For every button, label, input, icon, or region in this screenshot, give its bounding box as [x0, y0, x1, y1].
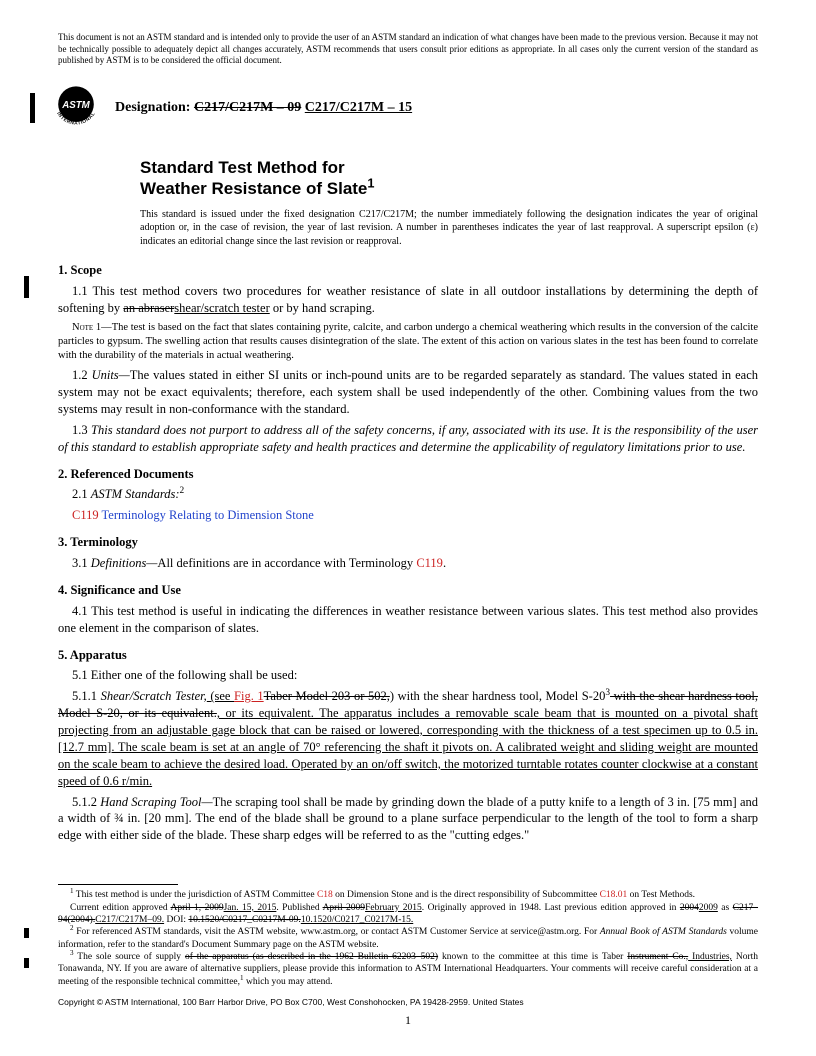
p3-1-link[interactable]: C119	[416, 556, 443, 570]
fn1d-d: as	[718, 903, 733, 913]
p3-1-b: .	[443, 556, 446, 570]
fn1d-old5: 10.1520/C0217_C0217M-09.	[188, 915, 300, 925]
revision-bar-header	[30, 93, 35, 123]
p512-label: 5.1.2	[72, 795, 100, 809]
footnote-2: 2 For referenced ASTM standards, visit t…	[58, 926, 758, 951]
fn1d-new4: C217/C217M–09.	[95, 915, 164, 925]
copyright-line: Copyright © ASTM International, 100 Barr…	[58, 997, 524, 1008]
revision-bar-side-3	[24, 958, 29, 968]
para-5-1: 5.1 Either one of the following shall be…	[58, 667, 758, 684]
p2-1-sup: 2	[180, 486, 185, 496]
disclaimer-text: This document is not an ASTM standard an…	[58, 32, 758, 67]
title-sup: 1	[367, 176, 374, 191]
title-line-2: Weather Resistance of Slate	[140, 179, 367, 198]
fn1d-new5: 10.1520/C0217_C0217M-15.	[301, 915, 413, 925]
p1-2-ital: Units—	[92, 368, 130, 382]
title-line-1: Standard Test Method for	[140, 158, 345, 177]
p511-label: 5.1.1	[72, 689, 101, 703]
section-2-head: 2. Referenced Documents	[58, 466, 758, 483]
ref-c119: C119 Terminology Relating to Dimension S…	[72, 507, 758, 524]
note-1-label: Note 1—	[72, 322, 112, 333]
p511-ital: Shear/Scratch Tester,	[101, 689, 207, 703]
fn1-a: This test method is under the jurisdicti…	[74, 890, 317, 900]
p511-mid1: ) with the shear hardness tool, Model S-…	[390, 689, 606, 703]
section-1-head: 1. Scope	[58, 262, 758, 279]
fn1d-e: DOI:	[164, 915, 188, 925]
p3-1-a: All definitions are in accordance with T…	[157, 556, 416, 570]
footnote-rule	[58, 884, 178, 885]
fn1d-new2: February 2015	[365, 903, 422, 913]
p512-ital: Hand Scraping Tool—	[100, 795, 212, 809]
fn1-c1801-link[interactable]: C18.01	[600, 890, 628, 900]
para-1-1: 1.1 This test method covers two procedur…	[58, 283, 758, 317]
page-number: 1	[0, 1012, 816, 1028]
svg-text:ASTM: ASTM	[61, 100, 90, 111]
fn2-ital: Annual Book of ASTM Standards	[600, 927, 727, 937]
p2-1-label: 2.1	[72, 487, 91, 501]
p1-1-new: shear/scratch tester	[174, 301, 269, 315]
fn1-c18-link[interactable]: C18	[317, 890, 333, 900]
revision-bar-side-1	[24, 276, 29, 298]
fn3-b: known to the committee at this time is T…	[438, 952, 627, 962]
fn1d-old2: April 2009	[323, 903, 366, 913]
c119-link[interactable]: C119	[72, 508, 99, 522]
footnote-3: 3 The sole source of supply of the appar…	[58, 951, 758, 988]
fn3-d: which you may attend.	[244, 977, 333, 987]
footnote-1: 1 This test method is under the jurisdic…	[58, 889, 758, 901]
doc-title: Standard Test Method for Weather Resista…	[140, 157, 758, 200]
para-1-2: 1.2 Units—The values stated in either SI…	[58, 367, 758, 418]
p511-old1: Taber Model 203 or 502,	[264, 689, 390, 703]
section-5-head: 5. Apparatus	[58, 647, 758, 664]
p1-2-label: 1.2	[72, 368, 92, 382]
fn1-c: on Test Methods.	[627, 890, 695, 900]
revision-bar-side-2	[24, 928, 29, 938]
fn2-a: For referenced ASTM standards, visit the…	[74, 927, 600, 937]
p3-1-ital: Definitions—	[91, 556, 158, 570]
section-4-head: 4. Significance and Use	[58, 582, 758, 599]
issuance-note: This standard is issued under the fixed …	[140, 208, 758, 249]
designation-new: C217/C217M – 15	[305, 100, 412, 115]
designation-line: Designation: C217/C217M – 09 C217/C217M …	[115, 99, 412, 118]
p1-1-old: an abraser	[123, 301, 174, 315]
section-3-head: 3. Terminology	[58, 534, 758, 551]
para-1-3: 1.3 This standard does not purport to ad…	[58, 422, 758, 456]
fn3-old1: of the apparatus (as described in the 19…	[185, 952, 438, 962]
para-4-1: 4.1 This test method is useful in indica…	[58, 603, 758, 637]
p1-3-text: This standard does not purport to addres…	[58, 423, 758, 454]
para-5-1-2: 5.1.2 Hand Scraping Tool—The scraping to…	[58, 794, 758, 845]
title-block: Standard Test Method for Weather Resista…	[140, 157, 758, 200]
footnote-1b: Current edition approved April 1, 2009Ja…	[58, 902, 758, 927]
p2-1-ital: ASTM Standards:	[91, 487, 180, 501]
c119-title[interactable]: Terminology Relating to Dimension Stone	[99, 508, 314, 522]
note-1-text: The test is based on the fact that slate…	[58, 322, 758, 361]
designation-old: C217/C217M – 09	[194, 100, 301, 115]
fn3-old2: Instrument Co.,	[627, 952, 688, 962]
fn3-a: The sole source of supply	[74, 952, 185, 962]
p1-2-text: The values stated in either SI units or …	[58, 368, 758, 416]
p1-1-b: or by hand scraping.	[270, 301, 375, 315]
para-3-1: 3.1 Definitions—All definitions are in a…	[58, 555, 758, 572]
note-1: Note 1—The test is based on the fact tha…	[58, 321, 758, 364]
p511-fig-link[interactable]: Fig. 1	[234, 689, 264, 703]
fn1d-c: . Originally approved in 1948. Last prev…	[422, 903, 680, 913]
fn1d-old1: April 1, 2009	[171, 903, 224, 913]
p1-3-label: 1.3	[72, 423, 91, 437]
fn1d-new3: 2009	[699, 903, 718, 913]
designation-label: Designation:	[115, 100, 190, 115]
astm-logo: ASTM INTERNATIONAL	[49, 81, 103, 135]
fn1d-b: . Published	[276, 903, 322, 913]
fn1d-old3: 2004	[680, 903, 699, 913]
fn1d-new1: Jan. 15, 2015	[224, 903, 277, 913]
header-row: ASTM INTERNATIONAL Designation: C217/C21…	[30, 81, 758, 135]
p3-1-label: 3.1	[72, 556, 91, 570]
fn3-new: Industries,	[688, 952, 732, 962]
para-2-1: 2.1 ASTM Standards:2	[58, 486, 758, 503]
fn1d-a: Current edition approved	[70, 903, 171, 913]
para-5-1-1: 5.1.1 Shear/Scratch Tester, (see Fig. 1T…	[58, 688, 758, 789]
p511-see: (see	[207, 689, 234, 703]
fn1-b: on Dimension Stone and is the direct res…	[333, 890, 600, 900]
